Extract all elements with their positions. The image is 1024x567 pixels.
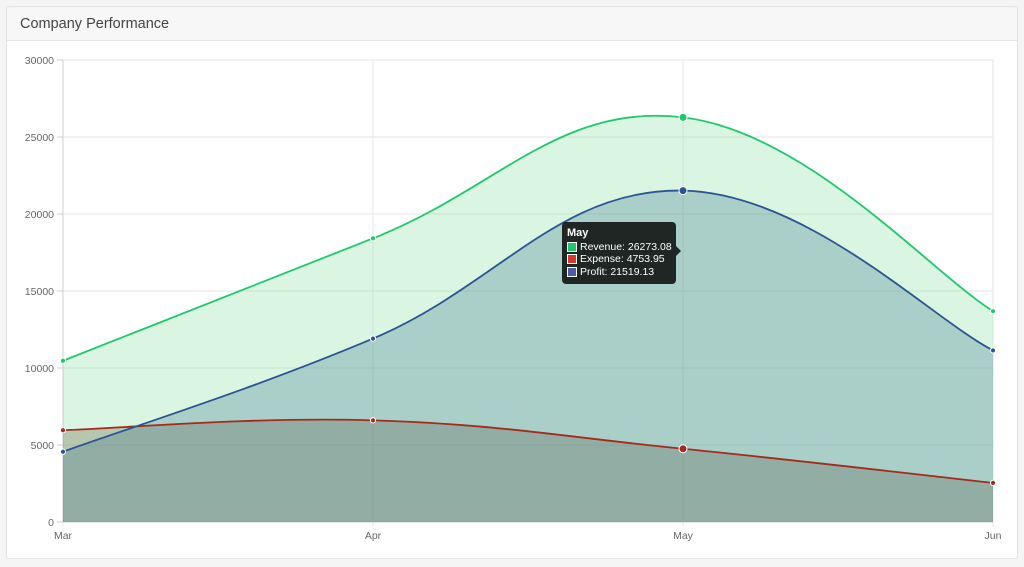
profit-swatch: [567, 266, 577, 277]
x-tick-label: May: [673, 530, 694, 542]
chart-tooltip: May Revenue: 26273.08 Expense: 4753.95 P…: [562, 222, 676, 284]
card-title: Company Performance: [7, 7, 1017, 41]
expense-swatch: [567, 254, 577, 265]
x-axis-labels: Mar Apr May Jun: [54, 530, 1002, 542]
tooltip-item-expense: Expense: 4753.95: [567, 253, 676, 266]
chart-areas: [63, 115, 993, 522]
chart-lines: [62, 115, 994, 484]
y-tick-label: 25000: [25, 132, 54, 144]
profit-point[interactable]: [678, 186, 688, 196]
revenue-point[interactable]: [369, 235, 377, 242]
x-tick-label: Mar: [54, 530, 73, 542]
expense-point[interactable]: [989, 479, 997, 486]
tooltip-expense-label: Expense: 4753.95: [580, 253, 665, 265]
chart-card: Company Performance: [6, 6, 1018, 559]
y-tick-label: 15000: [25, 286, 54, 298]
revenue-point[interactable]: [59, 357, 67, 364]
chart-points[interactable]: [59, 112, 997, 486]
revenue-line: [62, 115, 994, 362]
tooltip-caret: [676, 246, 681, 256]
expense-point[interactable]: [678, 444, 688, 454]
profit-area: [63, 190, 993, 522]
y-axis-labels: 0 5000 10000 15000 20000 25000 30000: [25, 55, 54, 529]
y-tick-label: 10000: [25, 363, 54, 375]
y-tick-label: 0: [48, 517, 54, 529]
profit-point[interactable]: [369, 335, 377, 342]
expense-line: [62, 418, 994, 484]
tooltip-revenue-label: Revenue: 26273.08: [580, 240, 672, 253]
y-tick-label: 30000: [25, 55, 54, 67]
revenue-swatch: [567, 241, 577, 252]
profit-point[interactable]: [59, 448, 67, 455]
expense-area: [63, 419, 993, 522]
expense-point[interactable]: [59, 427, 67, 434]
profit-line: [62, 189, 994, 453]
tooltip-title: May: [567, 227, 589, 239]
y-tick-label: 5000: [31, 440, 55, 452]
profit-point[interactable]: [989, 347, 997, 354]
tooltip-profit-label: Profit: 21519.13: [580, 265, 655, 278]
x-tick-label: Jun: [985, 530, 1002, 542]
revenue-point[interactable]: [989, 308, 997, 315]
tooltip-item-profit: Profit: 21519.13: [567, 266, 676, 279]
x-tick-label: Apr: [365, 530, 382, 542]
expense-point[interactable]: [369, 417, 377, 424]
revenue-point[interactable]: [678, 112, 688, 122]
y-tick-label: 20000: [25, 209, 54, 221]
tooltip-item-revenue: Revenue: 26273.08: [567, 241, 676, 254]
